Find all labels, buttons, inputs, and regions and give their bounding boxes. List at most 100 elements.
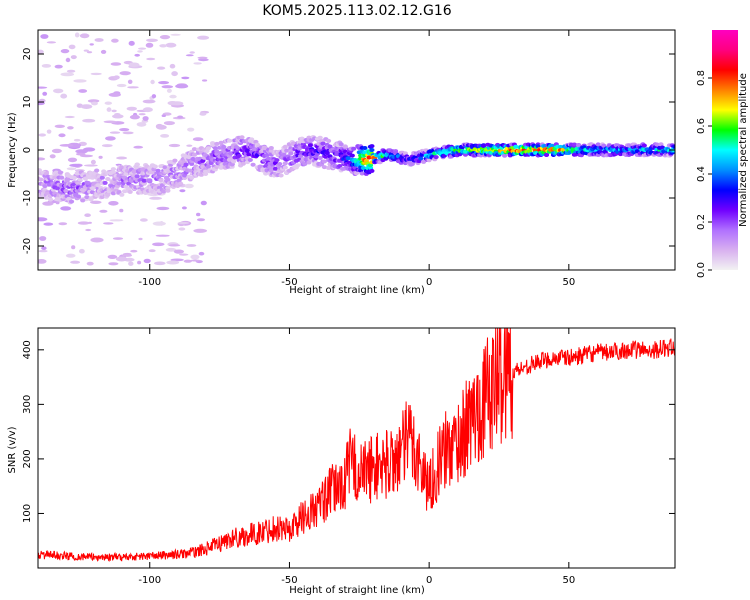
spectral-cell (43, 222, 54, 226)
spectral-cell (111, 38, 119, 43)
spectral-cell (75, 194, 82, 199)
spectral-cell (75, 181, 82, 186)
spectral-cell (137, 260, 142, 265)
spectral-cell (197, 218, 205, 222)
spectral-cell (282, 144, 288, 149)
spectral-cell (143, 258, 151, 264)
spectral-cell (543, 152, 550, 157)
spectral-cell (119, 192, 125, 197)
colorbar-label: Normalized spectral amplitude (738, 73, 749, 227)
spectral-cell (103, 222, 114, 225)
spectral-cell (345, 156, 351, 161)
spectral-cell (672, 145, 675, 149)
spectral-cell (90, 159, 96, 165)
spectral-cell (112, 114, 124, 119)
spectral-cell (67, 142, 82, 148)
spectral-cell (71, 175, 77, 180)
spectral-cell (202, 79, 208, 82)
spectral-cell (160, 134, 170, 138)
colorbar-tick-label: 0.4 (696, 166, 707, 182)
spectral-cell (90, 72, 102, 76)
spectral-cell (366, 155, 372, 160)
spectral-cell (115, 256, 128, 262)
spectral-cell (138, 113, 146, 116)
spectral-cell (54, 64, 63, 69)
spectral-cell (197, 35, 210, 40)
spectral-cell (165, 42, 177, 48)
colorbar-gradient (712, 30, 738, 270)
spectral-cell (433, 155, 439, 160)
spectral-cell (231, 159, 237, 164)
x-tick-label: 50 (562, 277, 575, 288)
spectral-cell (113, 75, 120, 80)
spectral-cell (168, 143, 181, 148)
spectral-cell (71, 245, 76, 250)
spectral-cell (110, 62, 122, 66)
y-tick-label: 200 (22, 449, 33, 468)
snr-series-line (38, 328, 675, 562)
spectral-cell (110, 170, 116, 175)
spectral-cell (55, 200, 60, 205)
spectral-cell (369, 144, 375, 149)
spectral-cell (181, 206, 187, 210)
spectral-cell (100, 49, 107, 54)
spectral-cell (178, 227, 186, 231)
spectral-cell (48, 197, 54, 202)
spectral-cell (161, 85, 174, 89)
y-tick-label: 20 (22, 48, 33, 61)
spectral-cell (321, 159, 327, 164)
spectral-cell (90, 237, 104, 243)
spectral-cell (240, 161, 246, 166)
spectral-cell (155, 168, 161, 173)
colorbar-tick-label: 0.2 (696, 214, 707, 230)
spectral-cell (84, 213, 91, 217)
spectral-cell (73, 138, 81, 142)
spectral-cell (155, 234, 170, 237)
spectral-cell (119, 208, 124, 213)
spectral-cell (165, 247, 177, 252)
spectral-cell (110, 167, 116, 172)
spectral-cell (200, 200, 207, 206)
spectral-cell (641, 143, 647, 148)
spectral-cell (142, 99, 156, 104)
spectral-cell (601, 143, 607, 148)
y-tick-label: 10 (22, 96, 33, 109)
spectral-cell (418, 156, 424, 161)
spectral-cell (126, 106, 137, 111)
spectral-cell (317, 156, 323, 160)
spectral-cell (127, 189, 133, 194)
spectral-cell (123, 172, 129, 176)
spectral-cell (169, 63, 176, 69)
spectral-cell (177, 221, 190, 225)
spectral-cell (166, 260, 180, 265)
spectral-cell (66, 167, 77, 171)
spectral-cell (134, 174, 140, 179)
y-tick-label: 400 (22, 340, 33, 359)
spectral-cell (295, 163, 301, 168)
x-tick-label: -100 (138, 277, 161, 288)
spectral-cell (298, 154, 304, 159)
spectral-cell (40, 34, 49, 39)
spectral-cell (104, 101, 113, 105)
spectral-cell (38, 86, 48, 89)
colorbar-tick-label: 0.0 (696, 262, 707, 278)
spectral-cell (116, 181, 122, 186)
spectral-cell (70, 260, 81, 264)
spectral-cell (38, 217, 48, 222)
spectrogram-cells (38, 32, 675, 266)
spectral-cell (156, 124, 167, 130)
spectral-cell (111, 109, 117, 113)
spectral-cell (68, 199, 75, 204)
spectral-cell (60, 206, 72, 211)
spectral-cell (576, 143, 582, 148)
spectral-cell (185, 54, 194, 57)
spectral-cell (141, 178, 147, 183)
spectral-cell (99, 175, 105, 180)
spectral-cell (338, 142, 344, 147)
y-tick-label: 100 (22, 504, 33, 523)
spectral-cell (272, 166, 279, 171)
spectral-cell (172, 158, 178, 163)
colorbar-tick-label: 0.6 (696, 118, 707, 134)
